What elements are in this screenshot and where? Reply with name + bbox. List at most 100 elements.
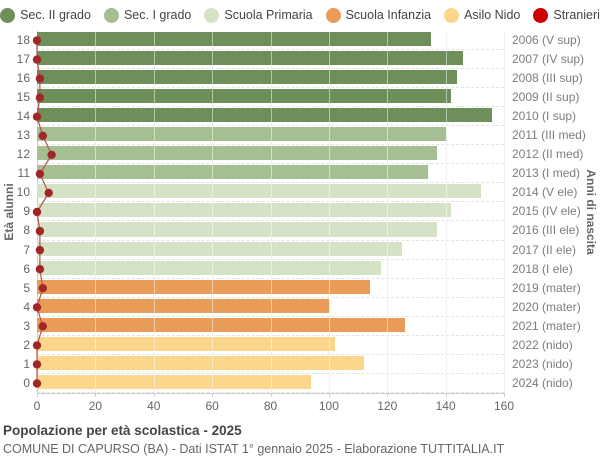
legend-swatch-icon <box>0 7 16 23</box>
age-label: 6 <box>23 261 30 276</box>
x-tick <box>270 393 272 397</box>
stranieri-dot <box>32 207 42 217</box>
age-label: 11 <box>17 166 30 181</box>
chart-legend: Sec. II grado Sec. I grado Scuola Primaria… <box>0 0 600 30</box>
year-label: 2013 (I med) <box>512 166 581 181</box>
age-label: 3 <box>23 318 30 333</box>
age-label: 2 <box>23 337 30 352</box>
year-label: 2017 (II ele) <box>512 242 577 257</box>
x-tick <box>153 393 155 397</box>
stranieri-dot <box>32 112 42 121</box>
year-label: 2024 (nido) <box>512 375 573 390</box>
x-tick-label: 20 <box>88 399 103 413</box>
year-label: 2020 (mater) <box>512 299 581 314</box>
bar-nido <box>37 336 335 351</box>
stranieri-dot <box>44 188 53 198</box>
year-label: 2008 (III sup) <box>512 71 583 86</box>
stranieri-dot <box>32 341 42 350</box>
stranieri-dot <box>32 55 42 64</box>
x-tick-label: 0 <box>33 399 41 413</box>
stranieri-dot <box>35 265 45 274</box>
age-label: 12 <box>16 147 30 162</box>
year-label: 2011 (III med) <box>512 128 586 143</box>
x-tick <box>445 393 447 397</box>
x-tick <box>95 393 97 397</box>
year-label: 2015 (IV ele) <box>512 204 581 219</box>
legend-item-infanzia: Scuola Infanzia <box>325 7 432 23</box>
stranieri-dot <box>38 131 47 140</box>
year-label: 2006 (V sup) <box>512 33 581 47</box>
bar-infanzia <box>37 298 329 313</box>
chart-subtitle: COMUNE DI CAPURSO (BA) - Dati ISTAT 1° g… <box>3 442 505 456</box>
bar-primaria <box>37 184 481 199</box>
legend-swatch-icon <box>103 7 119 23</box>
x-tick-label: 160 <box>493 399 515 413</box>
legend-item-primaria: Scuola Primaria <box>204 7 313 23</box>
bar-sec2 <box>37 108 493 123</box>
age-label: 4 <box>23 299 30 314</box>
age-label: 18 <box>16 33 30 47</box>
bar-primaria <box>37 203 452 218</box>
stranieri-dot <box>35 226 45 236</box>
year-label: 2016 (III ele) <box>512 223 580 238</box>
bar-nido <box>37 374 312 389</box>
x-tick-label: 100 <box>318 399 339 413</box>
x-tick <box>212 393 214 397</box>
age-label: 9 <box>23 204 30 219</box>
stranieri-dot <box>32 360 42 369</box>
age-label: 14 <box>16 109 30 124</box>
bar-infanzia <box>37 317 405 332</box>
legend-swatch-icon <box>325 7 341 23</box>
age-label: 16 <box>16 71 30 86</box>
x-tick-label: 140 <box>435 399 456 413</box>
year-label: 2023 (nido) <box>512 356 573 371</box>
year-label: 2012 (II med) <box>512 147 584 162</box>
legend-swatch-icon <box>204 7 220 23</box>
x-tick-label: 120 <box>377 399 398 413</box>
bar-infanzia <box>37 279 370 294</box>
chart-row: 5 2019 (mater) <box>0 279 600 298</box>
stranieri-series <box>32 36 56 388</box>
legend-label: Scuola Infanzia <box>345 8 432 22</box>
stranieri-dot <box>38 322 47 331</box>
x-tick <box>387 393 389 397</box>
legend-swatch-icon <box>533 7 549 23</box>
stranieri-dot <box>35 245 45 255</box>
legend-label: Stranieri <box>553 8 600 22</box>
bar-primaria <box>37 241 402 256</box>
legend-label: Sec. II grado <box>20 8 91 22</box>
x-axis: 0 20 40 60 80 100 120 140 160 <box>0 393 600 417</box>
bar-sec2 <box>37 70 458 85</box>
age-label: 1 <box>23 356 30 371</box>
stranieri-dot <box>32 36 42 45</box>
bar-sec2 <box>37 32 432 47</box>
bar-sec1 <box>37 127 446 142</box>
stranieri-dot <box>38 284 47 293</box>
x-tick-label: 80 <box>263 399 278 413</box>
legend-swatch-icon <box>444 7 460 23</box>
stranieri-dot <box>35 169 45 179</box>
caption: Popolazione per età scolastica - 2025 CO… <box>3 423 504 456</box>
year-label: 2022 (nido) <box>512 337 573 352</box>
stranieri-dot <box>35 93 45 102</box>
bar-sec2 <box>37 89 452 104</box>
x-tick <box>328 393 330 397</box>
year-label: 2021 (mater) <box>512 318 581 333</box>
age-label: 13 <box>16 128 30 143</box>
x-tick <box>37 393 38 397</box>
year-label: 2018 (I ele) <box>512 261 573 276</box>
x-tick-label: 60 <box>205 399 219 413</box>
chart-title: Popolazione per età scolastica - 2025 <box>3 423 242 438</box>
year-label: 2014 (V ele) <box>512 185 578 200</box>
age-label: 17 <box>16 52 30 67</box>
stranieri-dot <box>35 74 45 83</box>
stranieri-dot <box>32 379 42 388</box>
chart-area: 18 2006 (V sup) 17 2007 (IV sup) 16 2008 (III… <box>0 31 600 393</box>
legend-label: Scuola Primaria <box>224 8 313 22</box>
x-tick-label: 40 <box>147 399 161 413</box>
bar-nido <box>37 355 364 370</box>
age-label: 8 <box>23 223 30 238</box>
x-tick <box>504 393 505 397</box>
bar-primaria <box>37 222 437 237</box>
